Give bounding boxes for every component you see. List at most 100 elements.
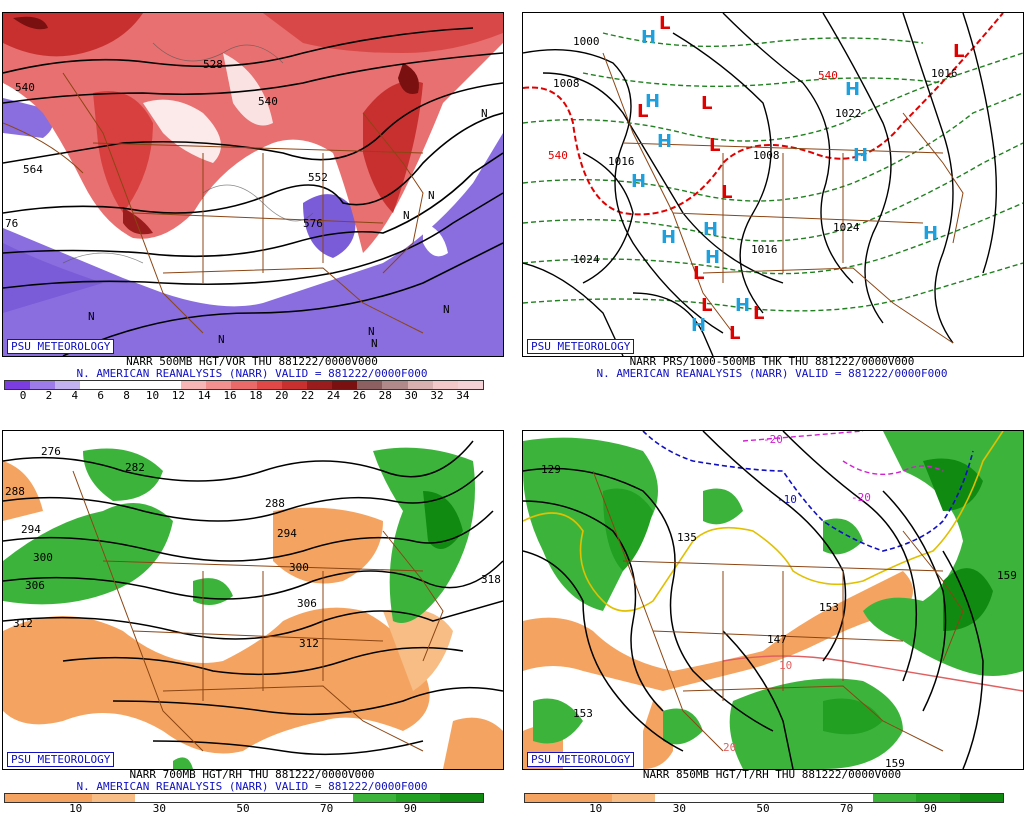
contour-label: 159: [885, 757, 905, 769]
low-center: L: [701, 295, 712, 316]
colorbar-tick-label: 10: [589, 802, 603, 815]
high-center: H: [703, 219, 718, 240]
colorbar-swatch: [432, 381, 458, 389]
colorbar-swatch: [48, 794, 92, 802]
low-center: L: [659, 13, 670, 34]
colorbar: [4, 793, 484, 803]
contour-label: 540: [15, 81, 35, 94]
colorbar-tick-label: 6: [97, 389, 105, 402]
contour-label: 153: [819, 601, 839, 614]
colorbar-swatch: [698, 794, 743, 802]
colorbar-swatch: [30, 381, 56, 389]
colorbar-swatch: [181, 381, 207, 389]
low-center: L: [721, 182, 732, 203]
map-caption: NARR PRS/1000-500MB THK THU 881222/0000V…: [629, 355, 915, 368]
high-pressure-centers: H H H H H H H H H H H H: [631, 27, 938, 336]
colorbar-swatch: [309, 794, 353, 802]
colorbar-swatch: [256, 381, 282, 389]
temperature-zero-isotherm: [523, 431, 1004, 612]
colorbar-ticks: 0 2 4 6 8 10 12 14 16 18 20 22 24 26 28 30 32 34: [4, 389, 482, 402]
height-contours: [3, 440, 503, 756]
political-borders: [592, 470, 964, 752]
map-500mb-vorticity: 540 564 576 528 540 552 76 N N N N N N N…: [2, 12, 504, 357]
high-center: H: [705, 247, 720, 268]
low-center: L: [637, 101, 648, 122]
high-center: H: [631, 171, 646, 192]
rh850-map-svg: 129 135 147 153 153 159 159 153 -10 -20 …: [523, 431, 1023, 769]
colorbar-swatch: [959, 794, 1003, 802]
colorbar-tick-label: 24: [326, 389, 341, 402]
colorbar-tick-label: 50: [756, 802, 770, 815]
colorbar-ticks: 10 30 50 70 90: [4, 802, 482, 815]
map-subcaption: N. AMERICAN REANALYSIS (NARR) VALID = 88…: [76, 367, 428, 380]
isobar-label: 1008: [553, 77, 580, 90]
colorbar-tick-label: 90: [403, 802, 417, 815]
colorbar-tick-label: 90: [923, 802, 937, 815]
contour-label: 153: [573, 707, 593, 720]
contour-label: 129: [541, 463, 561, 476]
n-marker: N: [428, 189, 435, 202]
colorbar-tick-label: 20: [275, 389, 289, 402]
psu-logo: PSU METEOROLOGY: [7, 339, 115, 354]
map-caption: NARR 500MB HGT/VOR THU 881222/0000V000: [126, 355, 378, 368]
thickness-contours: [523, 32, 1023, 312]
n-marker: N: [371, 337, 378, 350]
contour-label: 306: [25, 579, 45, 592]
contour-label: 306: [297, 597, 317, 610]
colorbar-ticks: 10 30 50 70 90: [524, 802, 1002, 815]
contour-label: 312: [299, 637, 319, 650]
isobar-label: 1000: [573, 35, 600, 48]
contour-label: 528: [203, 58, 223, 71]
colorbar-swatch: [742, 794, 786, 802]
colorbar-tick-label: 8: [123, 389, 130, 402]
isotherm-label: 10: [779, 659, 792, 672]
colorbar-swatch: [457, 381, 483, 389]
thickness-label: 540: [548, 149, 568, 162]
contour-label: 318: [481, 573, 501, 586]
low-center: L: [693, 263, 704, 284]
isobar-label: 1016: [751, 243, 778, 256]
temperature-cold-isotherms: [642, 431, 974, 552]
colorbar-swatch: [439, 794, 483, 802]
colorbar-swatch: [222, 794, 266, 802]
colorbar-tick-label: 32: [430, 389, 444, 402]
contour-label: 76: [5, 217, 18, 230]
contour-label: 282: [125, 461, 145, 474]
isobar-label: 1024: [833, 221, 860, 234]
contour-label: 552: [308, 171, 328, 184]
isobar-label: 1024: [573, 253, 600, 266]
colorbar-swatch: [281, 381, 307, 389]
psu-logo: PSU METEOROLOGY: [7, 752, 115, 767]
colorbar-tick-label: 18: [249, 389, 263, 402]
thickness-label: 540: [818, 69, 838, 82]
colorbar-tick-label: 70: [840, 802, 854, 815]
vorticity-map-svg: 540 564 576 528 540 552 76 N N N N N N N…: [3, 13, 503, 356]
contour-label: 159: [997, 569, 1017, 582]
high-center: H: [657, 131, 672, 152]
colorbar: [4, 380, 484, 390]
colorbar-swatch: [5, 381, 31, 389]
contour-label: 300: [33, 551, 53, 564]
colorbar-swatch: [382, 381, 408, 389]
colorbar-swatch: [178, 794, 223, 802]
colorbar-swatch: [785, 794, 830, 802]
n-marker: N: [481, 107, 488, 120]
low-center: L: [701, 93, 712, 114]
political-borders: [602, 52, 964, 344]
colorbar-swatch: [829, 794, 873, 802]
contour-label: 294: [21, 523, 41, 536]
contour-label: 288: [5, 485, 25, 498]
contour-label: 276: [41, 445, 61, 458]
panel-700mb-rh: 276 282 288 294 300 306 312 288 294 300 …: [0, 413, 504, 817]
contour-label: 147: [767, 633, 787, 646]
thickness-map-svg: 1000 1008 1016 1024 1016 1008 1022 1024 …: [523, 13, 1023, 356]
contour-label: 300: [289, 561, 309, 574]
map-thickness-pressure: 1000 1008 1016 1024 1016 1008 1022 1024 …: [522, 12, 1024, 357]
colorbar-tick-label: 28: [378, 389, 392, 402]
colorbar-tick-label: 34: [456, 389, 470, 402]
isotherm-label: 20: [723, 741, 736, 754]
map-subcaption: N. AMERICAN REANALYSIS (NARR) VALID = 88…: [596, 367, 948, 380]
low-center: L: [729, 323, 740, 344]
high-center: H: [661, 227, 676, 248]
isotherm-label: -20: [763, 433, 783, 446]
